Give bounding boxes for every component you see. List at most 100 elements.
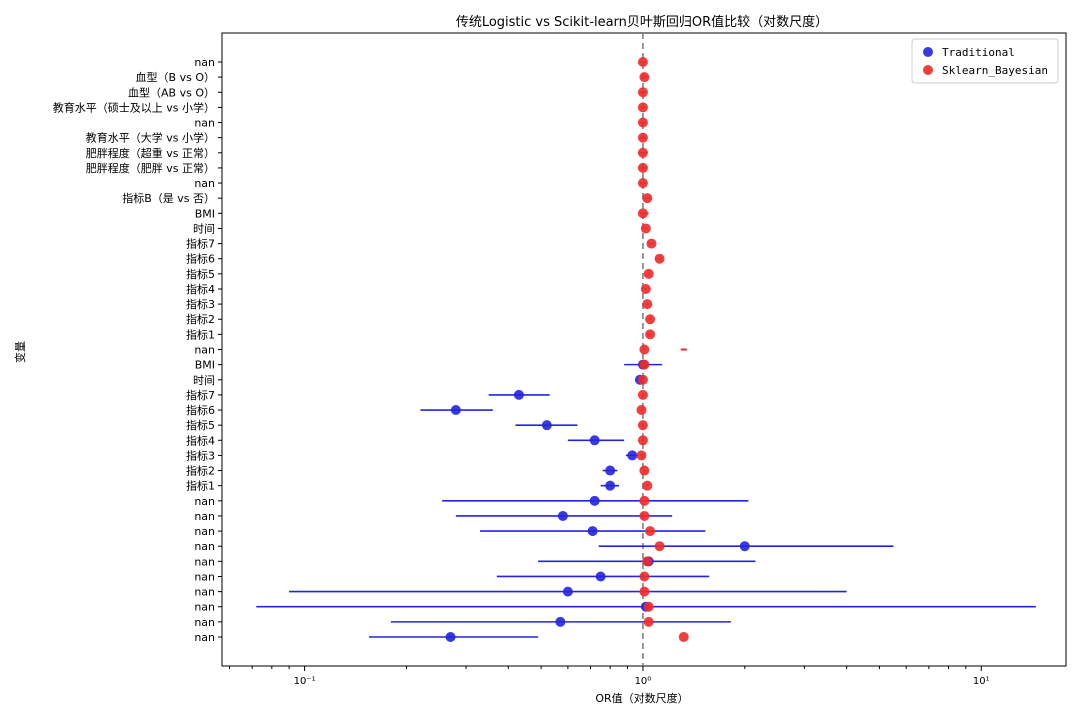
data-point (636, 450, 647, 461)
data-point (555, 616, 566, 627)
data-point (640, 283, 651, 294)
data-point (637, 87, 648, 98)
legend-label: Traditional (942, 46, 1015, 59)
data-point (642, 193, 653, 204)
data-point (636, 405, 647, 416)
data-point (640, 223, 651, 234)
x-tick-label: 10⁰ (635, 676, 652, 687)
y-tick-label: 指标2 (186, 464, 215, 478)
data-point (637, 117, 648, 128)
data-point (643, 601, 654, 612)
y-tick-label: nan (194, 555, 215, 568)
data-point (643, 616, 654, 627)
legend-label: Sklearn_Bayesian (942, 64, 1048, 77)
data-point (637, 57, 648, 67)
data-point (739, 541, 750, 552)
data-point (562, 586, 573, 597)
data-point (637, 389, 648, 400)
legend-marker (923, 47, 933, 57)
y-tick-label: 指标1 (186, 327, 215, 341)
y-tick-label: 指标3 (186, 297, 215, 311)
data-point (605, 465, 616, 476)
y-tick-label: nan (194, 56, 215, 69)
data-point (637, 102, 648, 113)
data-point (639, 344, 650, 355)
data-point (557, 510, 568, 521)
legend-box (911, 38, 1059, 84)
series-sklearn_bayesian (636, 57, 689, 642)
y-tick-label: 血型（AB vs O） (128, 85, 215, 99)
y-tick-label: 指标1 (186, 479, 215, 493)
y-tick-label: nan (194, 177, 215, 190)
y-tick-label: 肥胖程度（肥胖 vs 正常） (86, 161, 215, 175)
y-tick-label: 指标7 (186, 388, 215, 402)
data-point (637, 435, 648, 446)
y-tick-label: 指标5 (186, 418, 215, 432)
y-tick-label: nan (194, 540, 215, 553)
data-point (645, 526, 656, 537)
data-point (639, 72, 650, 83)
y-tick-label: 指标4 (186, 433, 215, 447)
data-point (645, 329, 656, 340)
data-point (639, 586, 650, 597)
legend: Traditional Sklearn_Bayesian (911, 38, 1059, 84)
data-point (587, 526, 598, 537)
data-point (654, 253, 665, 264)
y-tick-label: nan (194, 631, 215, 644)
y-tick-label: 时间 (193, 222, 215, 235)
data-point (595, 571, 606, 582)
y-tick-label: 指标5 (186, 267, 215, 281)
data-point (541, 420, 552, 431)
chart-title: 传统Logistic vs Scikit-learn贝叶斯回归OR值比较（对数尺… (456, 14, 828, 30)
data-point (589, 435, 600, 446)
y-tick-label: 指标3 (186, 448, 215, 462)
y-tick-label: 教育水平（大学 vs 小学） (86, 131, 215, 145)
y-tick-label: nan (194, 570, 215, 583)
y-tick-label: nan (194, 117, 215, 130)
y-tick-label: 血型（B vs O） (136, 70, 215, 84)
data-point (637, 420, 648, 431)
data-point (639, 571, 650, 582)
data-point (678, 632, 689, 642)
data-point (639, 510, 650, 521)
data-point (639, 495, 650, 506)
y-axis-title: 变量 (13, 341, 27, 363)
y-tick-label: 指标2 (186, 312, 215, 326)
y-tick-label: 指标B（是 vs 否） (122, 191, 215, 205)
y-tick-label: 指标6 (186, 252, 215, 266)
data-point (639, 359, 650, 370)
data-point (605, 480, 616, 491)
y-tick-label: nan (194, 495, 215, 508)
data-point (642, 480, 653, 491)
legend-marker (923, 65, 933, 75)
x-tick-label: 10¹ (973, 676, 990, 687)
data-point (637, 132, 648, 143)
y-tick-label: nan (194, 510, 215, 523)
y-tick-label: nan (194, 344, 215, 357)
data-point (589, 495, 600, 506)
data-point (642, 299, 653, 310)
data-point (637, 162, 648, 173)
series-traditional (256, 359, 1036, 642)
y-tick-label: 肥胖程度（超重 vs 正常） (86, 146, 215, 160)
y-tick-label: nan (194, 601, 215, 614)
y-tick-label: 时间 (193, 374, 215, 387)
data-point (637, 374, 648, 385)
y-tick-label: 指标6 (186, 403, 215, 417)
y-tick-label: nan (194, 525, 215, 538)
data-point (445, 632, 456, 642)
y-tick-label: BMI (195, 359, 215, 372)
x-axis-title: OR值（对数尺度） (595, 691, 688, 705)
data-point (627, 450, 638, 461)
x-tick-label: 10⁻¹ (294, 676, 316, 687)
data-point (637, 208, 648, 219)
plot-area: nannannannannannannannannannan指标1指标2指标3指… (53, 32, 1067, 687)
y-tick-label: nan (194, 586, 215, 599)
data-point (637, 178, 648, 189)
data-point (642, 556, 653, 567)
data-point (654, 541, 665, 552)
data-point (637, 147, 648, 158)
data-point (643, 268, 654, 279)
